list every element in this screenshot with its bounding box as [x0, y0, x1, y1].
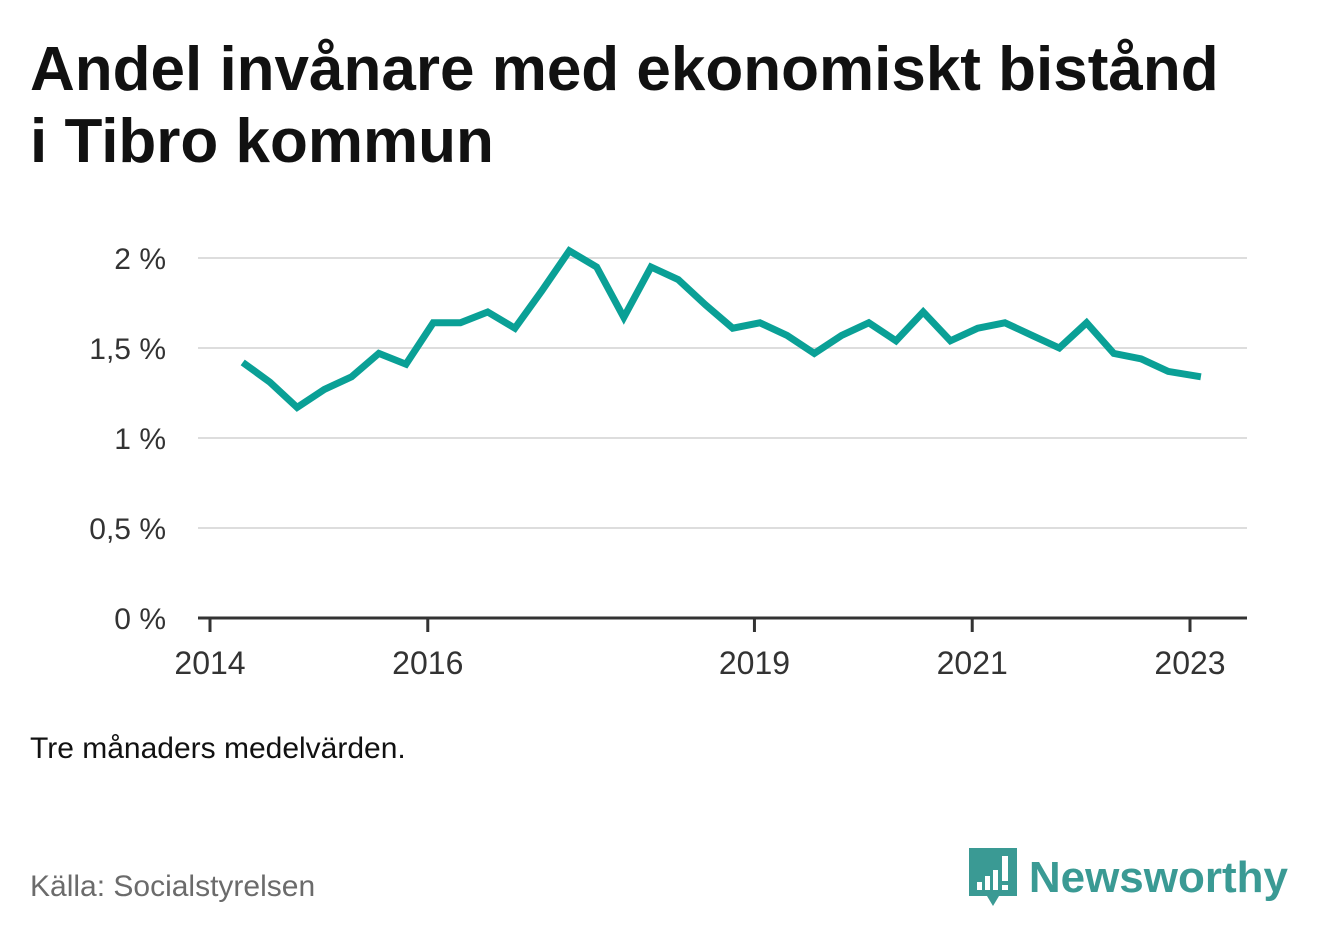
x-tick-label: 2019 — [719, 645, 790, 681]
x-tick-label: 2023 — [1154, 645, 1225, 681]
chart-note: Tre månaders medelvärden. — [30, 732, 406, 765]
x-axis: 2014 2016 2019 2021 2023 — [174, 616, 1247, 681]
grid-lines — [198, 257, 1247, 529]
y-tick-label: 1,5 % — [89, 333, 166, 366]
brand-name: Newsworthy — [1028, 853, 1288, 902]
series-line — [240, 246, 1202, 412]
brand-logo[interactable]: Newsworthy — [968, 848, 1288, 908]
y-tick-label: 0 % — [114, 603, 166, 636]
y-tick-label: 0,5 % — [89, 513, 166, 546]
series-layer — [240, 246, 1202, 412]
y-tick-label: 1 % — [114, 423, 166, 456]
x-tick-label: 2016 — [392, 645, 463, 681]
chart-title: Andel invånare med ekonomiskt bistånd i … — [30, 35, 1219, 176]
newsworthy-logo-icon — [968, 848, 1017, 906]
y-axis-tick-labels: 0 % 0,5 % 1 % 1,5 % 2 % — [89, 243, 166, 636]
x-tick-label: 2014 — [174, 645, 245, 681]
source-text: Källa: Socialstyrelsen — [30, 870, 316, 903]
x-tick-label: 2021 — [937, 645, 1008, 681]
y-tick-label: 2 % — [114, 243, 166, 276]
